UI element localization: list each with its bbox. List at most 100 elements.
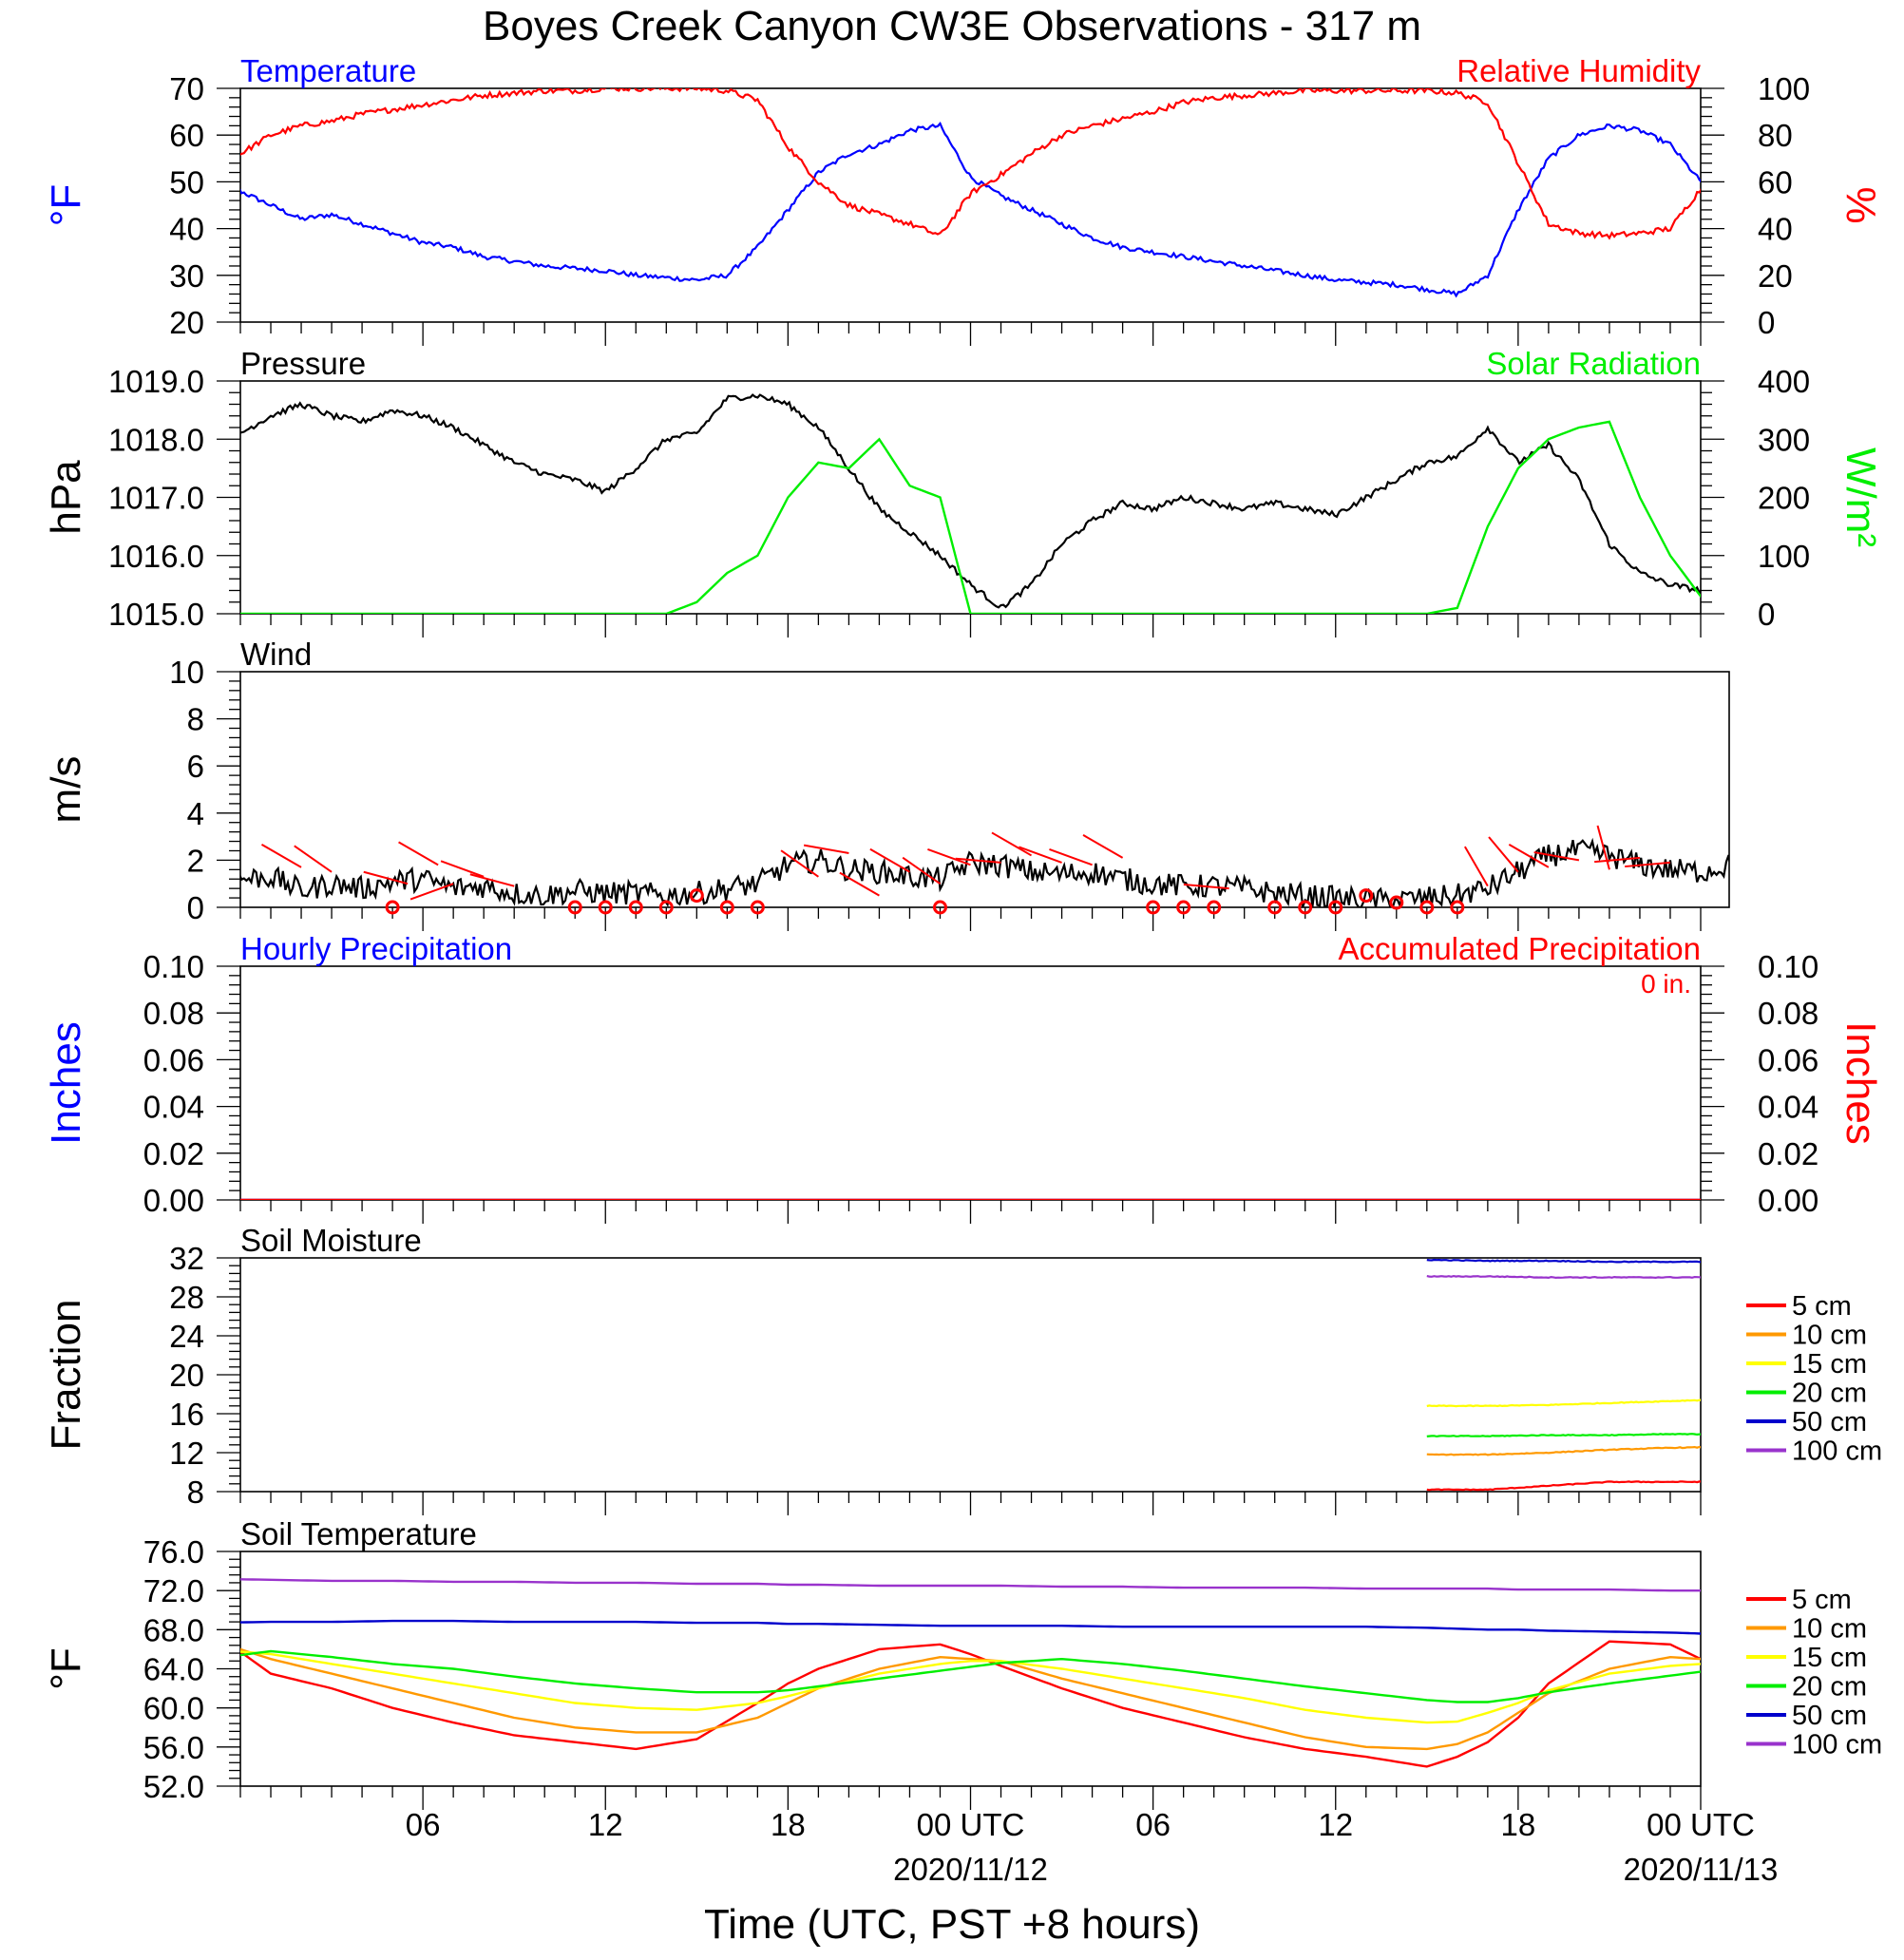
y-tick-label: 30 [169,258,204,294]
y-right-tick-label: 200 [1758,481,1810,516]
series-group [240,837,1729,907]
wind-barb [927,848,971,866]
panel-title-left: Hourly Precipitation [240,931,512,966]
y-tick-label: 1019.0 [108,364,204,399]
y-tick-label: 16 [169,1397,204,1432]
y-tick-label: 60.0 [143,1691,204,1726]
x-tick-label: 06 [1135,1807,1171,1842]
x-tick-label: 12 [1318,1807,1353,1842]
y-right-tick-label: 0 [1758,305,1775,340]
series-group [240,1578,1701,1768]
series-line-temperature [240,121,1701,298]
x-tick-label: 18 [1501,1807,1536,1842]
legend-label: 5 cm [1792,1291,1852,1322]
wind-barb [1183,883,1229,890]
y-tick-label: 28 [169,1280,204,1315]
legend-label: 5 cm [1792,1585,1852,1615]
wind-barb [1082,834,1124,859]
y-axis-title-left: °F [43,1647,89,1689]
wind-calm-marker [1298,900,1313,915]
x-axis-title: Time (UTC, PST +8 hours) [704,1901,1200,1948]
wind-barb [363,870,409,885]
y-right-tick-label: 100 [1758,71,1810,106]
y-tick-label: 1018.0 [108,422,204,457]
y-axis-title-right: Inches [1837,1021,1884,1145]
y-tick-label: 2 [187,843,204,878]
y-right-tick-label: 0.06 [1758,1042,1818,1077]
x-date-label: 2020/11/12 [893,1852,1048,1887]
series-group [240,88,1701,298]
panel-title-left: Temperature [240,53,416,88]
y-tick-label: 0 [187,890,204,925]
y-tick-label: 20 [169,305,204,340]
y-right-tick-label: 0.08 [1758,996,1818,1031]
wind-calm-marker [1207,900,1222,915]
y-tick-label: 1016.0 [108,539,204,574]
y-axis-title-left: Fraction [43,1300,89,1451]
series-line-15-cm [1426,1399,1701,1408]
y-tick-label: 40 [169,212,204,247]
wind-calm-marker [567,900,582,915]
wind-calm-marker [598,900,613,915]
y-right-tick-label: 0.10 [1758,949,1818,984]
legend-label: 10 cm [1792,1321,1867,1351]
wind-calm-marker [1419,900,1435,915]
legend-label: 20 cm [1792,1379,1867,1409]
y-right-tick-label: 0 [1758,597,1775,632]
panel-title-left: Wind [240,637,312,672]
y-right-tick-label: 0.00 [1758,1183,1818,1218]
wind-barb [991,831,1033,857]
wind-calm-marker [1359,888,1374,904]
y-axis-title-left: °F [43,184,89,226]
y-tick-label: 8 [187,702,204,737]
y-tick-label: 70 [169,71,204,106]
y-right-tick-label: 40 [1758,212,1793,247]
y-axis-title-left: Inches [43,1021,89,1145]
y-tick-label: 52.0 [143,1769,204,1804]
legend-label: 100 cm [1792,1730,1882,1760]
panel-title-left: Soil Temperature [240,1516,477,1551]
y-tick-label: 68.0 [143,1612,204,1647]
series-line-pressure [240,393,1701,609]
y-right-tick-label: 0.04 [1758,1090,1818,1125]
chart-title: Boyes Creek Canyon CW3E Observations - 3… [483,3,1421,49]
wind-calm-marker [719,900,734,915]
y-right-tick-label: 100 [1758,539,1810,574]
wind-calm-marker [750,900,765,915]
x-date-label: 2020/11/13 [1624,1852,1779,1887]
wind-calm-marker [932,900,947,915]
wind-barb [1594,856,1641,864]
y-tick-label: 24 [169,1319,204,1354]
y-right-tick-label: 300 [1758,422,1810,457]
wind-barb [780,849,819,878]
series-line-20-cm [240,1649,1701,1703]
annotation-label: 0 in. [1641,969,1691,999]
plot-frame [239,87,1702,323]
wind-barb [1625,861,1671,868]
legend-label: 100 cm [1792,1437,1882,1467]
plot-frame [239,671,1730,908]
series-line-15-cm [240,1650,1701,1724]
plot-frame [239,380,1702,615]
y-tick-label: 0.02 [143,1136,204,1171]
wind-barb [260,843,302,868]
series-line-10-cm [1426,1445,1701,1456]
wind-barb [1049,848,1093,866]
y-axis-title-right: W/m² [1837,447,1884,547]
y-axis-title-left: hPa [43,460,89,535]
wind-barb [1019,846,1062,864]
wind-barb [1488,836,1519,873]
panel-title-right: Solar Radiation [1486,346,1701,381]
legend-label: 10 cm [1792,1614,1867,1645]
y-tick-label: 72.0 [143,1573,204,1608]
y-tick-label: 1015.0 [108,597,204,632]
wind-barb [955,857,1001,864]
x-axis-labels: 06 12 18 00 UTC 2020/11/12 06 12 18 00 UTC 2020/1… [406,1807,1779,1887]
wind-barb [1533,851,1580,862]
y-tick-label: 0.04 [143,1090,204,1125]
y-tick-label: 8 [187,1475,204,1510]
y-tick-label: 0.00 [143,1183,204,1218]
y-tick-label: 10 [169,655,204,690]
wind-barb [1508,843,1550,868]
